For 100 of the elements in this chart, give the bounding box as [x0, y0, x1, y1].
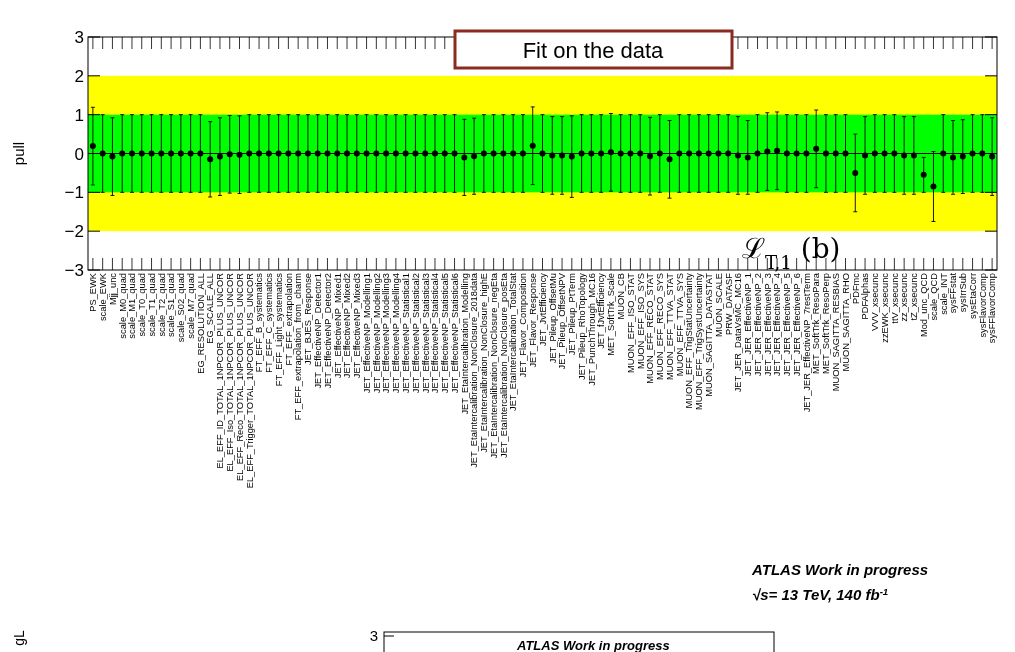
x-tick-label: JET_EffectiveNP_Modelling4 [391, 273, 402, 394]
x-tick-label: JET_Pileup_RhoTopology [576, 272, 587, 380]
x-tick-label: MUON_EFF_TrigStatUncertainty [684, 272, 695, 409]
x-tick-label: JET_EtaIntercalibration_Modelling [459, 273, 470, 415]
x-tick-label: JET_EtaIntercalibration_TotalStat [508, 272, 519, 411]
x-tick-label: MET_SoftTrk_ResoPerp [821, 273, 832, 374]
x-tick-label: scale_M0_quad [117, 273, 128, 339]
x-tick-label: PDFmc [850, 272, 861, 304]
y-tick-label: 3 [74, 28, 84, 47]
x-tick-label: MET_SoftTrk_ResoPara [811, 272, 822, 374]
text: ATLAS Work in progress [751, 561, 929, 578]
x-tick-label: JET_Flavor_Response [528, 273, 539, 368]
x-tick-label: FT_EFF_B_systematics [254, 272, 265, 373]
x-tick-label: EL_EFF_Trigger_TOTAL_1NPCOR_PLUS_UNCOR [244, 272, 255, 489]
x-tick-label: JET_EffectiveNP_Statistical2 [410, 273, 421, 394]
x-tick-label: JET_JER_EffectiveNP_3 [762, 273, 773, 377]
x-tick-label: MUON_EFF_ISO_STAT [625, 272, 636, 373]
x-tick-label: JET_EffectiveNP_Statistical4 [430, 273, 441, 394]
x-tick-label: JET_EffectiveNP_Mixed2 [342, 273, 353, 379]
x-tick-label: MUON_EFF_TTVA_SYS [674, 273, 685, 377]
x-tick-label: zz_xsecunc [899, 272, 910, 322]
x-tick-label: MUON_EFF_TTVA_STAT [664, 272, 675, 380]
x-tick-label: JET_JER_DataVsMC_MC16 [733, 273, 744, 393]
x-tick-label: JET_EffectiveNP_Statistical1 [400, 273, 411, 394]
x-tick-label: JET_Pileup_OffsetMu [547, 273, 558, 364]
x-tick-label: JET_Pileup_OffsetNPV [557, 272, 568, 370]
x-tick-label: JET_JER_EffectiveNP_5 [782, 273, 793, 377]
y-axis-title: pull [10, 141, 27, 166]
x-tick-label: scale_QCD [928, 272, 939, 321]
y-tick-label: −3 [64, 261, 84, 280]
x-tick-label: Mod_unc_QCD [918, 272, 929, 338]
x-tick-label: tZ_xsecunc [909, 272, 920, 321]
x-tick-label: MET_SoftTrk_Scale [606, 273, 617, 356]
x-tick-label: Mjj_unc [107, 272, 118, 306]
x-tick-label: sysFFstat [948, 272, 959, 314]
x-tick-label: EL_EFF_ID_TOTAL_1NPCOR_PLUS_UNCOR [215, 272, 226, 469]
annotation: Fit on the data [522, 38, 665, 63]
x-tick-label: scale_T2_quad [156, 273, 167, 337]
y-tick-label: −2 [64, 222, 84, 242]
x-tick-label: VVV_xsecunc [870, 272, 881, 331]
x-tick-label: FT_EFF_Light_systematics [273, 272, 284, 387]
text: √s= 13 TeV, 140 fb$^{-1}$ [752, 585, 889, 603]
x-tick-label: ttV_xsecunc [889, 272, 900, 324]
text: gL [11, 630, 27, 646]
x-tick-label: JET_BJES_Response [303, 273, 314, 365]
x-tick-label: sysFlavorComp [977, 273, 988, 338]
x-tick-label: MUON_EFF_RECO_SYS [655, 273, 666, 380]
x-tick-label: FT_EFF_C_systematics [264, 272, 275, 373]
x-tick-label: EL_EFF_Iso_TOTAL_1NPCOR_PLUS_UNCOR [225, 272, 236, 472]
x-tick-label: MUON_EFF_RECO_STAT [645, 272, 656, 384]
x-tick-label: EG_SCALE_ALL [205, 273, 216, 344]
x-tick-label: EL_EFF_Reco_TOTAL_1NPCOR_PLUS_UNCOR [234, 272, 245, 481]
x-tick-label: JET_EtaIntercalibration_NonClosure_posEta [498, 272, 509, 459]
x-tick-label: JET_EffectiveNP_Statistical6 [449, 273, 460, 394]
text-box: Fit on the data [453, 29, 734, 70]
x-tick-label: MUON_SAGITTA_DATASTAT [703, 272, 714, 397]
y-tick-label: 0 [74, 144, 84, 164]
x-tick-label: sysFFlavorComp [987, 273, 998, 344]
x-tick-label: JET_JER_EffectiveNP_1 [743, 273, 754, 377]
x-tick-label: sysIrrSub [958, 273, 969, 313]
x-tick-label: JET_EffectiveNP_Modelling1 [361, 273, 372, 394]
x-tick-label: scale_T1_quad [146, 273, 157, 337]
x-tick-label: zzEWK_xsecunc [879, 272, 890, 343]
x-tick-label: scale_T0_quad [137, 273, 148, 337]
y-tick-label: −1 [64, 183, 84, 203]
x-tick-label: JET_EffectiveNP_Statistical3 [420, 273, 431, 394]
y-tick-label: 1 [74, 105, 84, 125]
x-tick-label: FT_EFF_extrapolation_from_charm [293, 272, 304, 421]
x-tick-label: JET_JER_EffectiveNP_2 [752, 273, 763, 377]
x-tick-label: MUON_EFF_ISO_SYS [635, 273, 646, 370]
x-tick-label: FT_EFF_extrapolation [283, 273, 294, 366]
x-tick-label: scale_EWK [97, 272, 108, 322]
x-tick-label: JET_EtaIntercalibration_NonClosure_highE [479, 273, 490, 453]
y-tick-label: 2 [74, 66, 84, 86]
x-tick-label: MUON_SCALE [713, 273, 724, 338]
x-tick-label: scale_S02_quad [176, 273, 187, 343]
x-tick-label: JET_EtaIntercalibration_NonClosure_negEta [488, 272, 499, 459]
x-tick-label: MUON_EFF_TrigSystUncertainty [694, 272, 705, 411]
x-tick-label: PDFAlphas [860, 272, 871, 320]
x-tick-label: JET_PunchThrough_MC16 [586, 273, 597, 386]
x-tick-label: JET_JER_EffectiveNP_4 [772, 273, 783, 377]
x-tick-label: JET_EffectiveNP_Detector2 [322, 273, 333, 389]
x-tick-label: JET_EffectiveNP_Modelling3 [381, 273, 392, 394]
x-tick-label: JET_EffectiveNP_Statistical5 [440, 273, 451, 394]
x-tick-label: MUON_SAGITTA_RHO [840, 273, 851, 372]
x-tick-label: scale_M7_quad [185, 273, 196, 339]
x-tick-label: JET_Pileup_PtTerm [567, 272, 578, 356]
x-tick-label: JET_EffectiveNP_Detector1 [312, 273, 323, 389]
x-tick-label: PRW_DATASF [723, 272, 734, 335]
x-tick-label: scale_INT [938, 272, 949, 315]
x-tick-label: scale_M1_quad [127, 273, 138, 339]
x-tick-label: JET_fJvtEfficiency [596, 272, 607, 349]
x-tick-label: MUON_CB [615, 273, 626, 320]
x-tick-label: JET_EtaIntercalibration_NonClosure_2018data [469, 272, 480, 468]
text: ATLAS Work in progress [516, 638, 670, 652]
x-tick-label: sysEtaCorr [967, 273, 978, 319]
x-tick-label: MUON_SAGITTA_RESBIAS [831, 273, 842, 392]
text: 3 [369, 627, 378, 644]
x-tick-label: JET_JER_EffectiveNP_6 [791, 273, 802, 377]
x-tick-label: JET_EffectiveNP_Modelling2 [371, 273, 382, 394]
